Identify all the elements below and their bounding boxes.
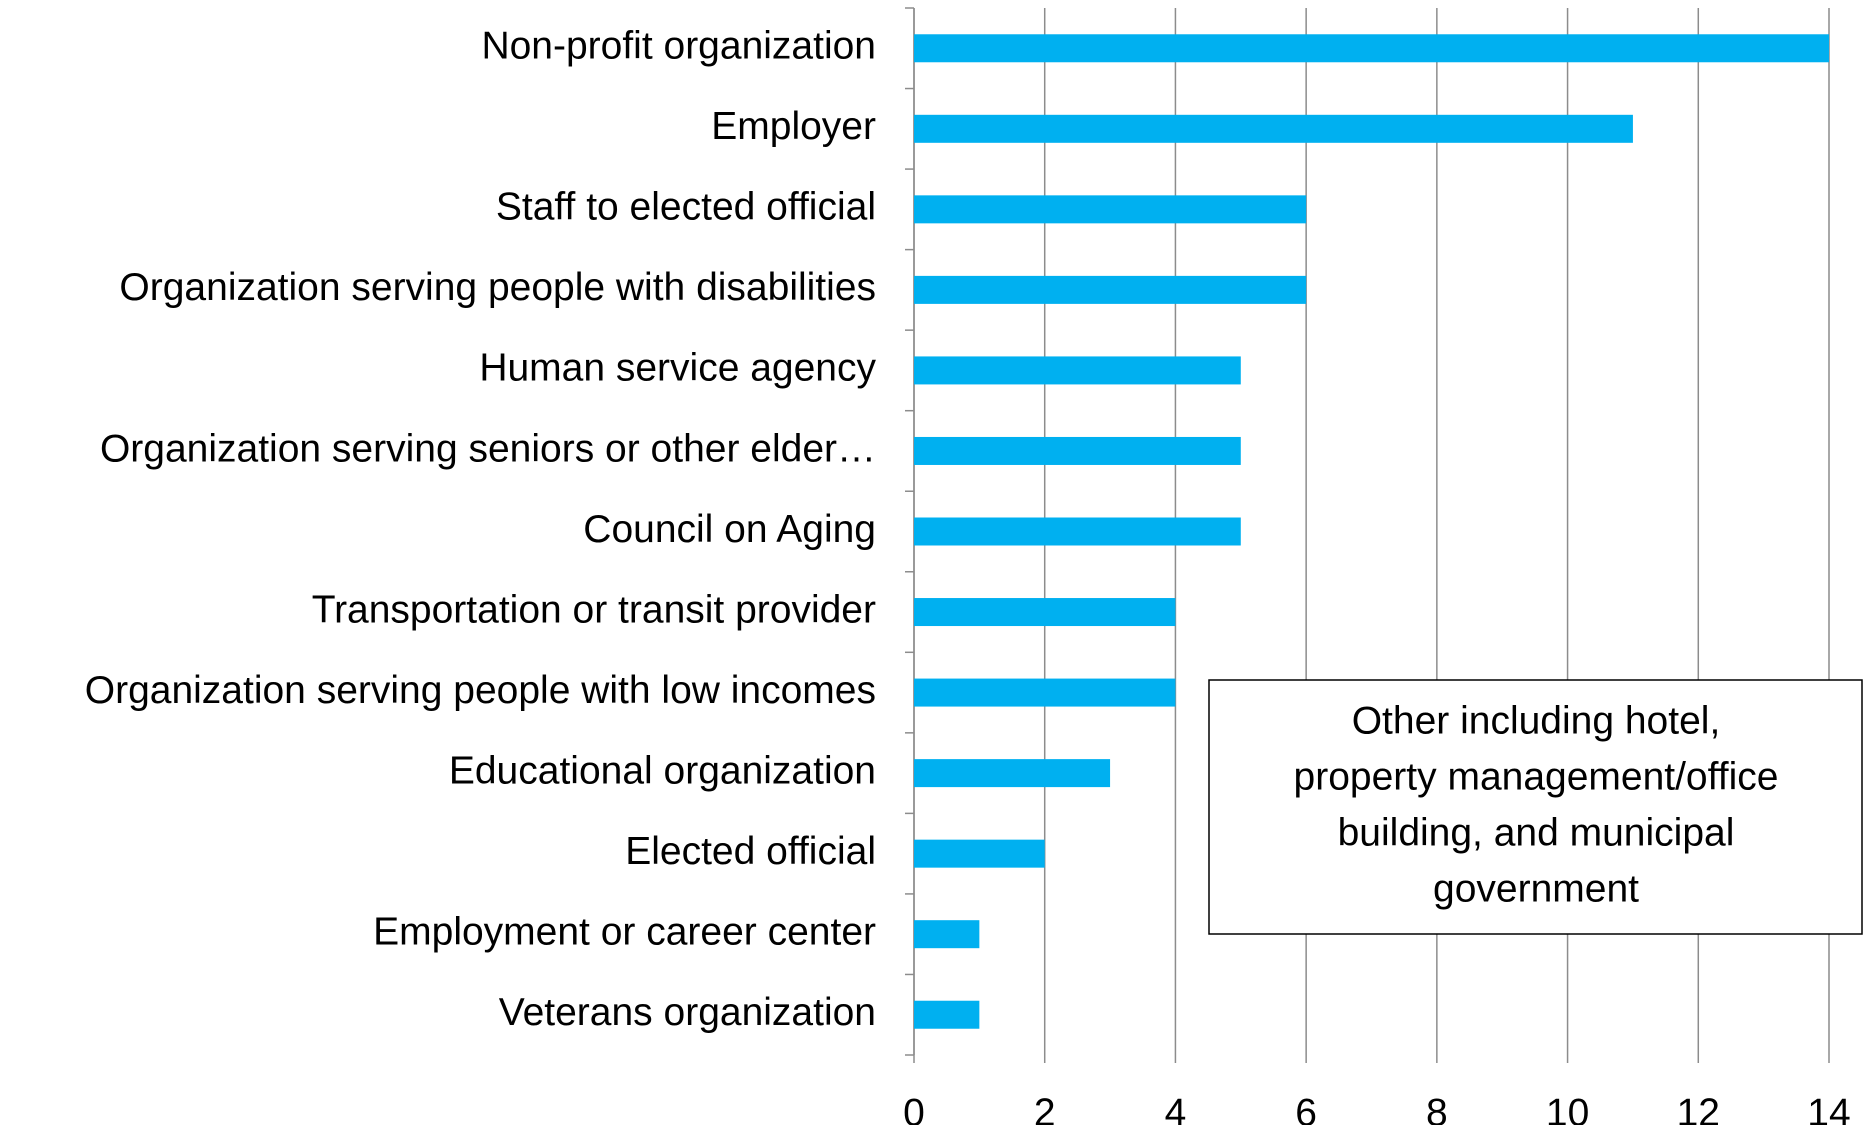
x-tick-label: 0 [903, 1091, 925, 1125]
bar [914, 356, 1241, 385]
bar [914, 920, 980, 949]
bar [914, 195, 1307, 224]
y-tick-label: Veterans organization [499, 991, 876, 1034]
y-tick-label: Educational organization [449, 749, 876, 792]
y-tick-label: Organization serving seniors or other el… [100, 427, 876, 470]
y-tick-label: Transportation or transit provider [312, 588, 876, 631]
annotation-box [1208, 679, 1863, 935]
bar [914, 839, 1045, 868]
bar [914, 678, 1176, 707]
annotation-text: building, and municipal [1338, 811, 1735, 854]
annotation-text: property management/office [1294, 755, 1779, 798]
y-tick-label: Council on Aging [583, 508, 876, 551]
annotation-text: government [1433, 867, 1639, 910]
bar [914, 1000, 980, 1029]
y-tick-label: Organization serving people with disabil… [119, 266, 876, 309]
x-tick-label: 8 [1426, 1091, 1448, 1125]
bar [914, 598, 1176, 627]
x-tick-label: 10 [1546, 1091, 1589, 1125]
y-tick-label: Staff to elected official [496, 186, 876, 229]
x-tick-label: 6 [1295, 1091, 1317, 1125]
bar [914, 34, 1829, 63]
y-tick-label: Employment or career center [373, 910, 876, 953]
y-tick-label: Human service agency [479, 347, 876, 390]
x-tick-label: 2 [1034, 1091, 1056, 1125]
x-tick-label: 14 [1807, 1091, 1850, 1125]
x-tick-label: 4 [1165, 1091, 1187, 1125]
y-tick-label: Non-profit organization [481, 25, 876, 68]
bar [914, 275, 1307, 304]
y-tick-label: Elected official [625, 830, 876, 873]
bar [914, 114, 1633, 143]
x-tick-label: 12 [1677, 1091, 1720, 1125]
bar [914, 759, 1111, 788]
annotation-text: Other including hotel, [1352, 699, 1721, 742]
y-tick-label: Organization serving people with low inc… [85, 669, 876, 712]
bar [914, 436, 1241, 465]
y-tick-label: Employer [711, 105, 876, 148]
bar [914, 517, 1241, 546]
